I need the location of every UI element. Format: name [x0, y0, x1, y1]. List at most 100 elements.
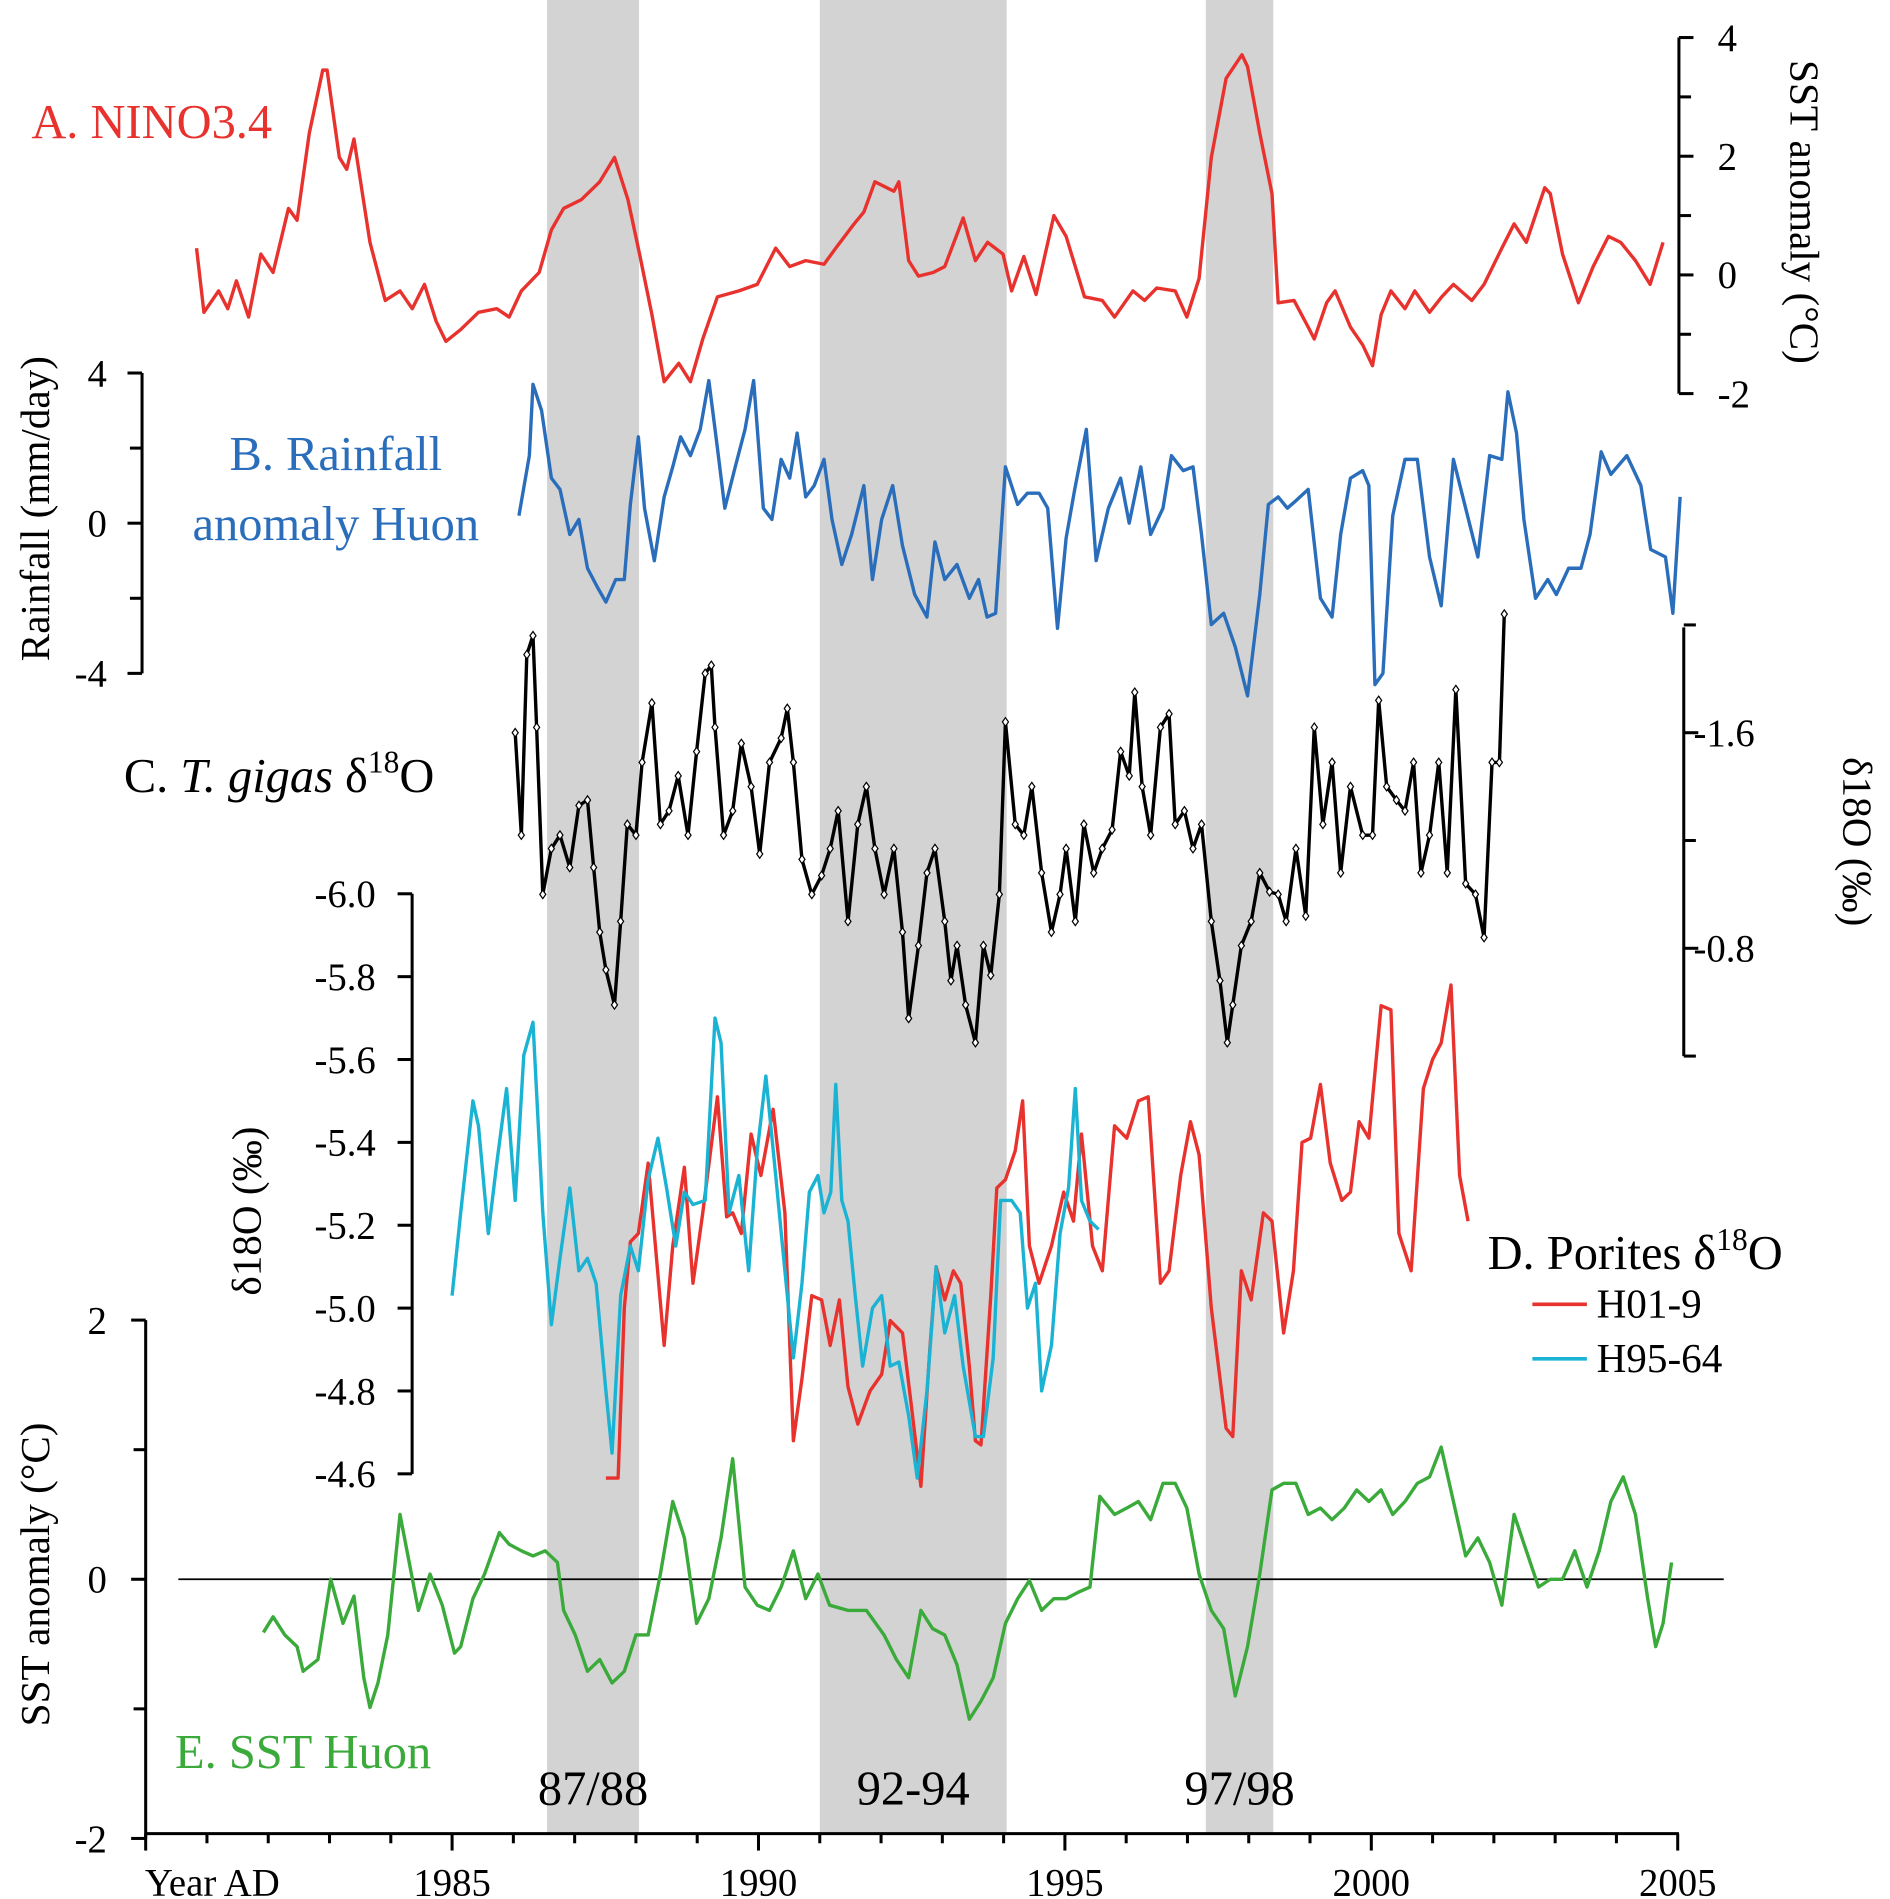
series-line-rainfall [517, 378, 1682, 698]
point-marker [1125, 770, 1134, 782]
point-marker [1037, 867, 1046, 879]
point-marker [1098, 843, 1107, 854]
point-marker [798, 854, 806, 865]
point-marker [1256, 867, 1264, 879]
band-label: 87/88 [538, 1763, 648, 1816]
point-marker [1417, 867, 1425, 879]
point-marker [648, 697, 656, 709]
axis-title-b: Rainfall (mm/day) [12, 356, 59, 661]
series-line-sst-huon [261, 1445, 1674, 1721]
point-marker [1247, 916, 1255, 927]
legend-label-h01-9: H01-9 [1597, 1281, 1702, 1327]
point-marker [532, 722, 541, 733]
point-marker [1156, 722, 1165, 733]
y-tick-label-A: 4 [1718, 17, 1737, 60]
y-tick-label-D: -5.0 [314, 1287, 375, 1330]
point-marker [529, 630, 537, 641]
y-tick-label-D: -5.8 [314, 956, 375, 999]
point-marker [1500, 608, 1509, 620]
point-marker [890, 843, 898, 854]
point-marker [1274, 889, 1282, 900]
point-marker [1080, 819, 1088, 830]
point-marker [1171, 819, 1179, 830]
axis-title-c: δ18O (‰) [1834, 757, 1881, 926]
point-marker [575, 800, 583, 811]
y-tick-label-D: -5.2 [314, 1205, 375, 1248]
x-tick-label: 1990 [720, 1861, 798, 1899]
y-tick-label-D: -4.6 [314, 1453, 375, 1496]
point-marker [596, 926, 604, 938]
point-marker [511, 727, 519, 738]
point-marker [1180, 805, 1189, 817]
band-97/98 [1205, 0, 1274, 1834]
panel-c-title: C. T. gigas δ18O [124, 745, 434, 803]
point-marker [941, 916, 949, 927]
point-marker [517, 829, 526, 841]
point-marker [1434, 757, 1443, 768]
band-label: 97/98 [1184, 1763, 1294, 1816]
band-label: 92-94 [857, 1763, 970, 1816]
point-marker [1443, 867, 1452, 879]
x-tick-label: 1995 [1026, 1861, 1104, 1899]
point-marker [1001, 716, 1010, 728]
band-92-94 [819, 0, 1007, 1834]
point-marker [1223, 1037, 1232, 1048]
point-marker [1056, 889, 1064, 900]
axes: 4 2 0 -2 4 0 -4 -1.6 -0.8 -6.0 -5.8 -5.6 -5.4 -5.2 -5.… [75, 17, 1755, 1899]
point-marker [632, 829, 640, 841]
point-marker [1216, 975, 1224, 986]
point-marker [1197, 819, 1206, 830]
point-marker [638, 757, 646, 768]
point-marker [1207, 916, 1216, 927]
point-marker [523, 649, 531, 660]
point-marker [656, 819, 665, 830]
legend: H01-9 H95-64 [1532, 1281, 1722, 1381]
point-marker [904, 1013, 913, 1024]
point-marker [1495, 757, 1504, 768]
point-marker [1089, 867, 1098, 879]
point-marker [1346, 781, 1355, 792]
point-marker [583, 794, 592, 806]
point-marker [1319, 819, 1327, 830]
point-marker [947, 975, 955, 986]
point-marker [971, 1037, 980, 1048]
series-lines [178, 53, 1724, 1721]
y-tick-label-B: 4 [88, 352, 107, 395]
panel-b-title-line2: anomaly Huon [193, 498, 480, 551]
y-tick-label-E: -2 [75, 1818, 107, 1861]
point-marker [674, 770, 682, 782]
point-marker [853, 819, 862, 830]
point-marker [1229, 999, 1237, 1011]
point-marker [923, 867, 931, 879]
point-marker [1452, 684, 1460, 695]
point-marker [834, 805, 842, 817]
point-marker [979, 940, 988, 951]
point-marker [701, 668, 709, 679]
point-marker [1116, 746, 1125, 757]
point-marker [1382, 781, 1391, 792]
series-line-h01-9 [605, 983, 1470, 1488]
point-marker [808, 889, 816, 900]
point-marker [616, 916, 625, 927]
point-marker [1328, 757, 1336, 768]
axis-title-d: δ18O (‰) [224, 1127, 271, 1296]
point-marker [589, 862, 598, 873]
point-marker [1488, 757, 1496, 768]
panel-a-title: A. NINO3.4 [31, 96, 272, 149]
point-marker [711, 722, 719, 733]
point-marker [1480, 932, 1488, 943]
point-marker [1028, 781, 1036, 792]
point-marker [556, 829, 564, 841]
point-marker [862, 781, 871, 792]
point-marker [665, 805, 673, 817]
series-line-h95-64 [450, 1016, 1100, 1480]
axis-title-a: SST anomaly (°C) [1780, 60, 1827, 364]
point-marker [817, 870, 826, 881]
point-marker [777, 732, 785, 744]
y-tick-label-D: -5.4 [314, 1122, 375, 1165]
point-marker [1292, 843, 1300, 854]
point-marker [789, 757, 798, 768]
point-marker [1189, 843, 1197, 854]
point-marker [1265, 886, 1274, 897]
